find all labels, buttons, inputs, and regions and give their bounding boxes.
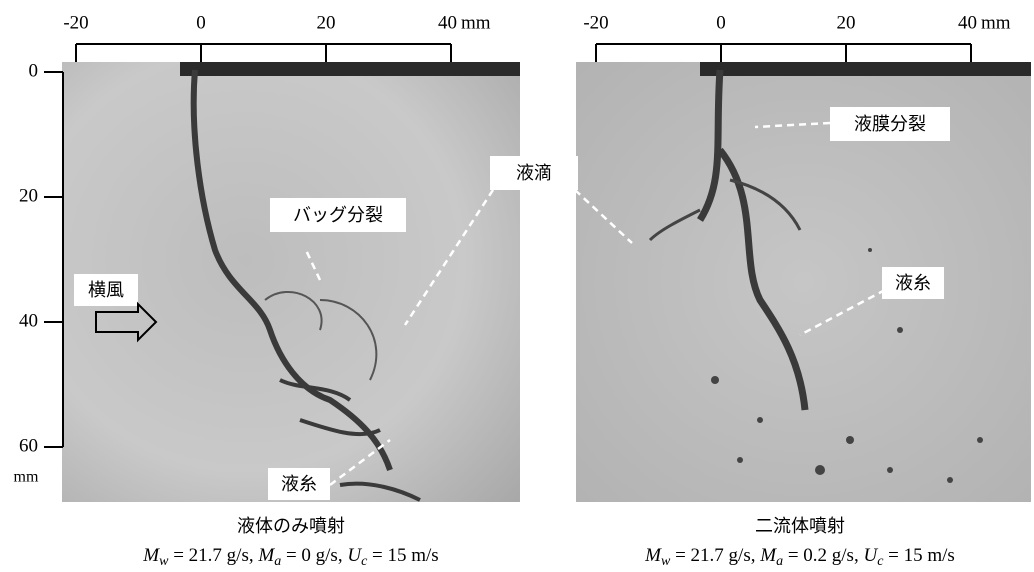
figure: 横風 バッグ分裂 液糸 液滴 液膜分裂 液糸 液体のみ噴射 二流体噴射 -20 0… bbox=[0, 0, 1034, 572]
y-tick-label: 0 bbox=[29, 60, 39, 81]
condition-text: = 15 m/s bbox=[367, 545, 438, 566]
conditions: Mw = 21.7 g/s, Ma = 0 g/s, Uc = 15 m/s bbox=[142, 545, 438, 569]
annotation: 液糸 bbox=[281, 474, 317, 495]
x-tick-label: 40 bbox=[438, 12, 457, 33]
x-tick-label: 40 bbox=[958, 12, 977, 33]
condition-text: = 0.2 g/s, bbox=[783, 545, 859, 566]
conditions: Mw = 21.7 g/s, Ma = 0.2 g/s, Uc = 15 m/s bbox=[644, 545, 955, 569]
symbol: M bbox=[257, 545, 275, 566]
y-tick-label: 40 bbox=[19, 310, 38, 331]
x-tick-label: -20 bbox=[583, 12, 608, 33]
y-unit: mm bbox=[14, 469, 39, 486]
caption: 液体のみ噴射 bbox=[237, 516, 345, 537]
x-tick-label: 0 bbox=[196, 12, 206, 33]
symbol: M bbox=[142, 545, 160, 566]
photo-right bbox=[576, 62, 1031, 502]
annotation: 液滴 bbox=[516, 163, 552, 184]
x-tick-label: 0 bbox=[716, 12, 726, 33]
y-tick-label: 60 bbox=[19, 435, 38, 456]
annotation: バッグ分裂 bbox=[293, 205, 383, 226]
annotation: 液糸 bbox=[895, 273, 931, 294]
x-unit: mm bbox=[981, 12, 1011, 33]
caption: 二流体噴射 bbox=[755, 516, 845, 537]
subscript: a bbox=[776, 554, 783, 569]
condition-text: = 15 m/s bbox=[883, 545, 954, 566]
y-tick-label: 20 bbox=[19, 185, 38, 206]
x-unit: mm bbox=[461, 12, 491, 33]
x-tick-label: 20 bbox=[317, 12, 336, 33]
condition-text: = 21.7 g/s, bbox=[168, 545, 253, 566]
condition-text: = 21.7 g/s, bbox=[670, 545, 755, 566]
x-tick-label: -20 bbox=[63, 12, 88, 33]
x-tick-label: 20 bbox=[837, 12, 856, 33]
condition-text: = 0 g/s, bbox=[281, 545, 342, 566]
symbol: M bbox=[644, 545, 662, 566]
annotation: 横風 bbox=[88, 280, 124, 301]
annotation: 液膜分裂 bbox=[854, 114, 926, 135]
symbol: M bbox=[759, 545, 777, 566]
subscript: a bbox=[274, 554, 281, 569]
